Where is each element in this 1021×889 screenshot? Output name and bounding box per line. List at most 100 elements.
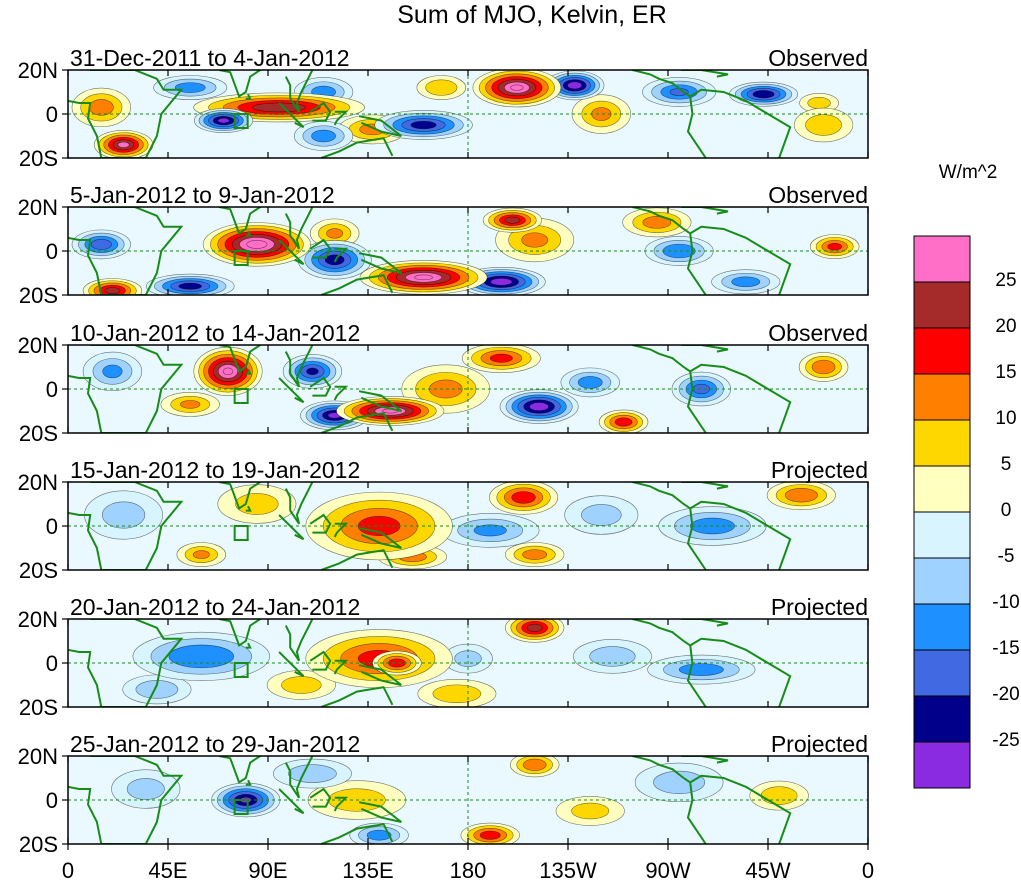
positive-anomaly [472,70,562,108]
y-tick-label: 20S [19,558,58,583]
map-panel: 5-Jan-2012 to 9-Jan-2012 Observed 20N 0 20S [18,182,869,308]
coastline [278,377,305,404]
contour-level [589,646,636,667]
contour-level [324,254,345,266]
panel-status: Projected [771,457,868,483]
contour-level [752,90,775,99]
panel-status: Projected [771,731,868,757]
x-tick-label: 0 [862,858,874,883]
contour-level [571,802,610,820]
coastline [245,779,252,786]
coastline [333,385,349,401]
x-tick-label: 45E [148,858,187,883]
colorbar-label: -10 [992,592,1019,613]
y-tick-label: 20S [19,421,58,446]
coastlines [68,70,792,158]
positive-anomaly [71,87,131,128]
coastline [245,93,252,100]
chart-title: Sum of MJO, Kelvin, ER [397,1,667,29]
coastline [320,274,394,295]
panel-status: Projected [771,594,868,620]
negative-anomaly [564,495,639,535]
coastline [320,549,394,570]
map-panel: 20-Jan-2012 to 24-Jan-2012 Projected 20N 0 2… [18,594,869,720]
contour-level [678,663,724,676]
colorbar-swatch [913,373,971,421]
positive-anomaly [416,75,467,101]
contour-level [102,364,123,379]
positive-anomaly [622,207,692,238]
positive-anomaly [489,482,559,515]
colorbar: 25 20 15 10 5 0 -5 -10 -15 -20 -25 [913,235,1020,789]
colorbar-swatch [913,281,971,329]
colorbar-label: 0 [1001,500,1012,521]
panel-period: 25-Jan-2012 to 29-Jan-2012 [70,731,360,757]
coastline [309,787,332,808]
positive-anomaly [799,93,839,113]
contour-level [521,232,549,248]
coastline [686,233,707,295]
positive-anomaly [217,484,297,524]
positive-anomaly [555,796,625,826]
negative-anomaly [499,389,579,424]
positive-anomaly [82,278,143,295]
coastline [686,96,707,158]
colorbar-label: 5 [1001,454,1012,475]
coastline [686,371,707,433]
coastline [218,756,263,784]
negative-anomaly [297,240,372,280]
negative-anomaly [642,77,717,107]
coastline [681,70,729,78]
coastline [632,482,792,570]
coastline [284,345,314,388]
coastline [320,137,394,158]
colorbar-swatch [913,235,971,283]
contour-level [414,274,433,281]
contour-level [510,84,524,91]
negative-anomaly [644,236,714,266]
y-tick-label: 20N [18,470,58,495]
coastline [681,482,729,490]
positive-anomaly [202,222,311,267]
panel-period: 5-Jan-2012 to 9-Jan-2012 [70,182,335,208]
y-tick-label: 0 [46,239,58,264]
x-tick-label: 0 [62,858,74,883]
coastlines [68,345,792,433]
coastline [278,514,305,541]
coastline [358,664,402,686]
colorbar-swatch [913,465,971,513]
contour-level [473,524,507,537]
x-tick-label: 135E [342,858,393,883]
contour-level [614,417,633,427]
panel-period: 15-Jan-2012 to 19-Jan-2012 [70,457,360,483]
negative-anomaly [193,108,254,134]
coastline [686,508,707,570]
positive-anomaly [305,491,453,561]
x-tick-label: 90W [645,858,690,883]
coastline [245,368,252,375]
contour-level [807,97,831,109]
contour-level [581,504,622,526]
positive-anomaly [193,346,263,396]
contour-level [577,376,603,389]
contour-level [101,501,146,529]
coastlines [68,482,792,570]
contour-level [306,367,319,376]
longitude-axis: 0 45E 90E 135E 180 135W 90W 45W 0 [62,844,874,883]
panel-period: 20-Jan-2012 to 24-Jan-2012 [70,594,360,620]
x-tick-label: 180 [450,858,487,883]
colorbar-swatch [913,557,971,605]
coastline [632,207,792,295]
colorbar-swatch [913,603,971,651]
coastline [686,645,707,707]
map-panel: 31-Dec-2011 to 4-Jan-2012 Observed 20N 0 20S [18,45,869,171]
negative-anomaly [729,81,799,107]
panel-status: Observed [768,182,868,208]
coastline [68,619,184,707]
coastline [333,522,349,538]
coastline [632,70,792,158]
panel-period: 10-Jan-2012 to 14-Jan-2012 [70,320,360,346]
coastline [632,345,792,433]
positive-anomaly [461,345,541,374]
